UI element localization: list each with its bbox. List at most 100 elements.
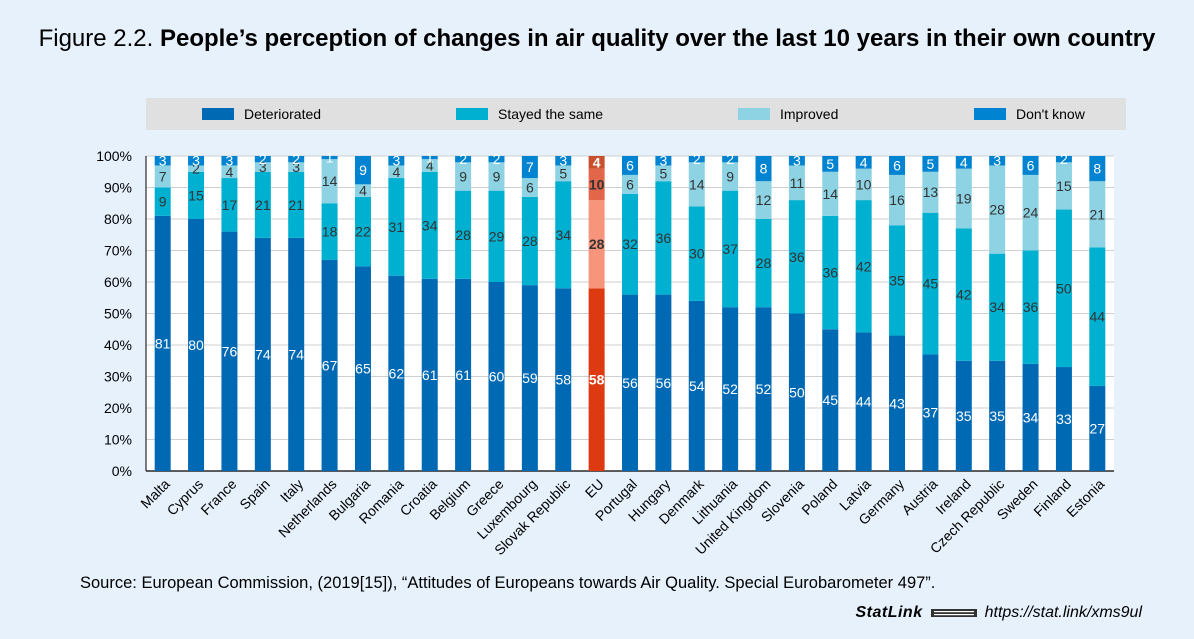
data-label-deteriorated: 56 [656,375,672,391]
data-label-dontknow: 3 [392,153,400,169]
data-label-improved: 4 [359,183,367,199]
bar-dontknow [922,156,939,172]
figure-title: People’s perception of changes in air qu… [160,25,1156,52]
legend-swatch-deteriorated [202,108,234,120]
x-tick-label: Poland [798,476,840,518]
bar-stayed [488,190,505,282]
x-tick-label: Italy [277,476,306,505]
legend-swatch-improved [738,108,770,120]
data-label-stayed: 21 [288,197,304,213]
bar-deteriorated [455,278,472,471]
bar-stayed [555,181,572,289]
data-label-stayed: 44 [1090,309,1106,325]
bar-deteriorated [989,360,1006,471]
bar-deteriorated [1055,367,1072,471]
bar-deteriorated [555,288,572,471]
bar-stayed [388,178,405,276]
data-label-improved: 16 [889,192,905,208]
data-label-dontknow: 8 [1093,161,1101,177]
data-label-dontknow: 6 [626,157,634,173]
data-label-dontknow: 3 [659,153,667,169]
data-label-improved: 12 [756,192,772,208]
bar-deteriorated [254,237,271,471]
data-label-stayed: 18 [322,224,338,240]
data-label-dontknow: 2 [493,151,501,167]
bar-improved [722,162,739,191]
legend-item-deteriorated: Deteriorated [202,98,321,130]
data-label-dontknow: 3 [226,153,234,169]
y-tick-label: 70% [104,243,132,259]
bar-dontknow [455,156,472,163]
bar-improved [254,162,271,172]
data-label-stayed: 35 [889,272,905,288]
data-label-deteriorated: 62 [389,365,405,381]
bar-deteriorated [388,275,405,471]
bar-stayed [588,200,605,289]
bar-deteriorated [154,215,171,471]
data-label-improved: 19 [956,191,972,207]
bar-stayed [1022,250,1039,364]
data-label-stayed: 36 [656,230,672,246]
data-label-improved: 13 [923,184,939,200]
y-tick-label: 50% [104,306,132,322]
data-label-deteriorated: 74 [288,346,304,362]
figure-number: Figure 2.2. [38,25,154,52]
chart-title: Figure 2.2. People’s perception of chang… [0,24,1194,53]
bar-stayed [154,187,171,216]
data-label-improved: 4 [392,164,400,180]
data-label-deteriorated: 35 [956,408,972,424]
bar-stayed [989,253,1006,361]
bar-stayed [188,171,205,219]
bar-deteriorated [822,329,839,471]
legend-label-deteriorated: Deteriorated [244,106,322,122]
data-label-stayed: 34 [555,227,571,243]
data-label-dontknow: 7 [526,159,534,175]
data-label-stayed: 28 [589,236,605,252]
bar-deteriorated [722,307,739,471]
data-label-deteriorated: 56 [622,375,638,391]
bar-stayed [321,203,338,260]
bar-improved [555,165,572,182]
data-label-dontknow: 3 [192,153,200,169]
data-label-deteriorated: 74 [255,346,271,362]
data-label-improved: 15 [1056,178,1072,194]
data-label-dontknow: 4 [593,154,601,170]
data-label-dontknow: 5 [927,156,935,172]
bar-improved [354,184,371,197]
bar-stayed [722,190,739,308]
statlink-url[interactable]: https://stat.link/xms9ul [984,604,1142,621]
y-tick-label: 0% [112,463,132,479]
bar-improved [822,171,839,216]
bar-stayed [788,200,805,314]
bar-improved [622,174,638,194]
data-label-improved: 4 [226,164,234,180]
x-tick-label: Spain [236,476,273,513]
data-label-improved: 14 [322,173,338,189]
bar-dontknow [1089,156,1106,182]
data-label-dontknow: 2 [1060,151,1068,167]
bar-deteriorated [221,231,238,471]
data-label-dontknow: 3 [993,153,1001,169]
bar-stayed [1089,247,1106,386]
data-label-dontknow: 2 [459,151,467,167]
bar-improved [154,165,171,188]
data-label-improved: 21 [1090,206,1106,222]
data-label-improved: 4 [426,157,434,173]
bar-dontknow [755,156,772,182]
bar-dontknow [722,156,739,163]
bar-dontknow [254,156,271,163]
data-label-stayed: 31 [389,219,405,235]
statlink[interactable]: StatLink https://stat.link/xms9ul [855,604,1142,622]
data-label-improved: 28 [989,202,1005,218]
data-label-improved: 6 [626,176,634,192]
source-note: Source: European Commission, (2019[15]),… [80,574,936,592]
data-label-deteriorated: 54 [689,378,705,394]
bar-stayed [955,228,972,361]
data-label-deteriorated: 61 [455,367,471,383]
legend: Deteriorated Stayed the same Improved Do… [146,98,1126,130]
bar-dontknow [855,156,872,169]
data-label-dontknow: 2 [292,151,300,167]
data-label-dontknow: 2 [726,151,734,167]
bar-dontknow [488,156,505,163]
bar-stayed [421,171,438,279]
